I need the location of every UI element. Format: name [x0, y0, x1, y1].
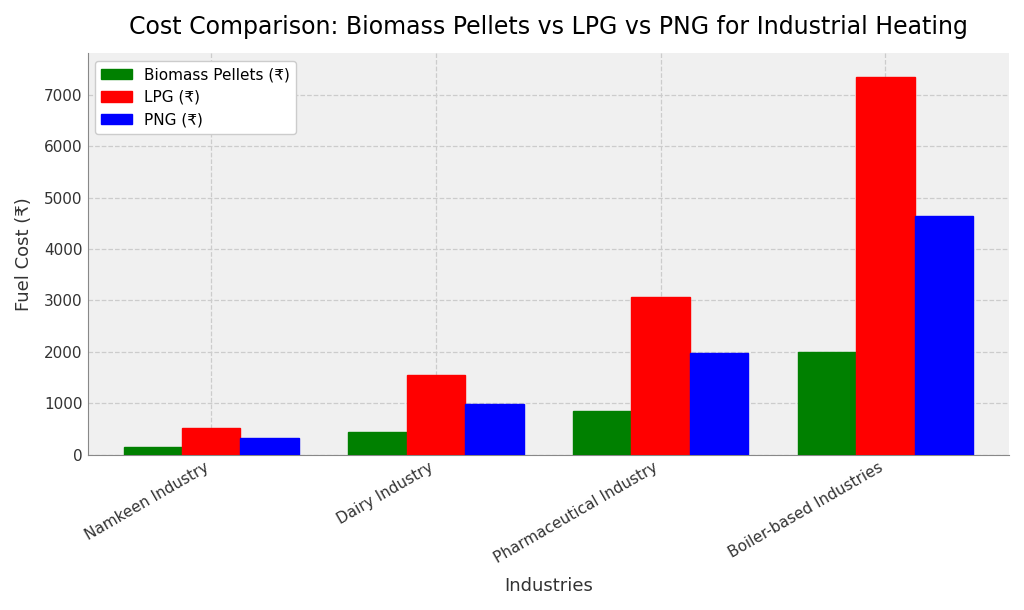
Bar	[573, 411, 632, 455]
Bar	[914, 215, 973, 455]
Bar	[690, 353, 749, 455]
Bar	[632, 296, 690, 455]
Bar	[241, 438, 299, 455]
X-axis label: Industries: Industries	[504, 577, 593, 595]
Bar	[348, 432, 407, 455]
Title: Cost Comparison: Biomass Pellets vs LPG vs PNG for Industrial Heating: Cost Comparison: Biomass Pellets vs LPG …	[129, 15, 968, 39]
Y-axis label: Fuel Cost (₹): Fuel Cost (₹)	[15, 197, 33, 311]
Bar	[856, 77, 914, 455]
Bar	[124, 447, 182, 455]
Bar	[465, 404, 523, 455]
Legend: Biomass Pellets (₹), LPG (₹), PNG (₹): Biomass Pellets (₹), LPG (₹), PNG (₹)	[95, 61, 296, 134]
Bar	[798, 352, 856, 455]
Bar	[182, 428, 241, 455]
Bar	[407, 375, 465, 455]
